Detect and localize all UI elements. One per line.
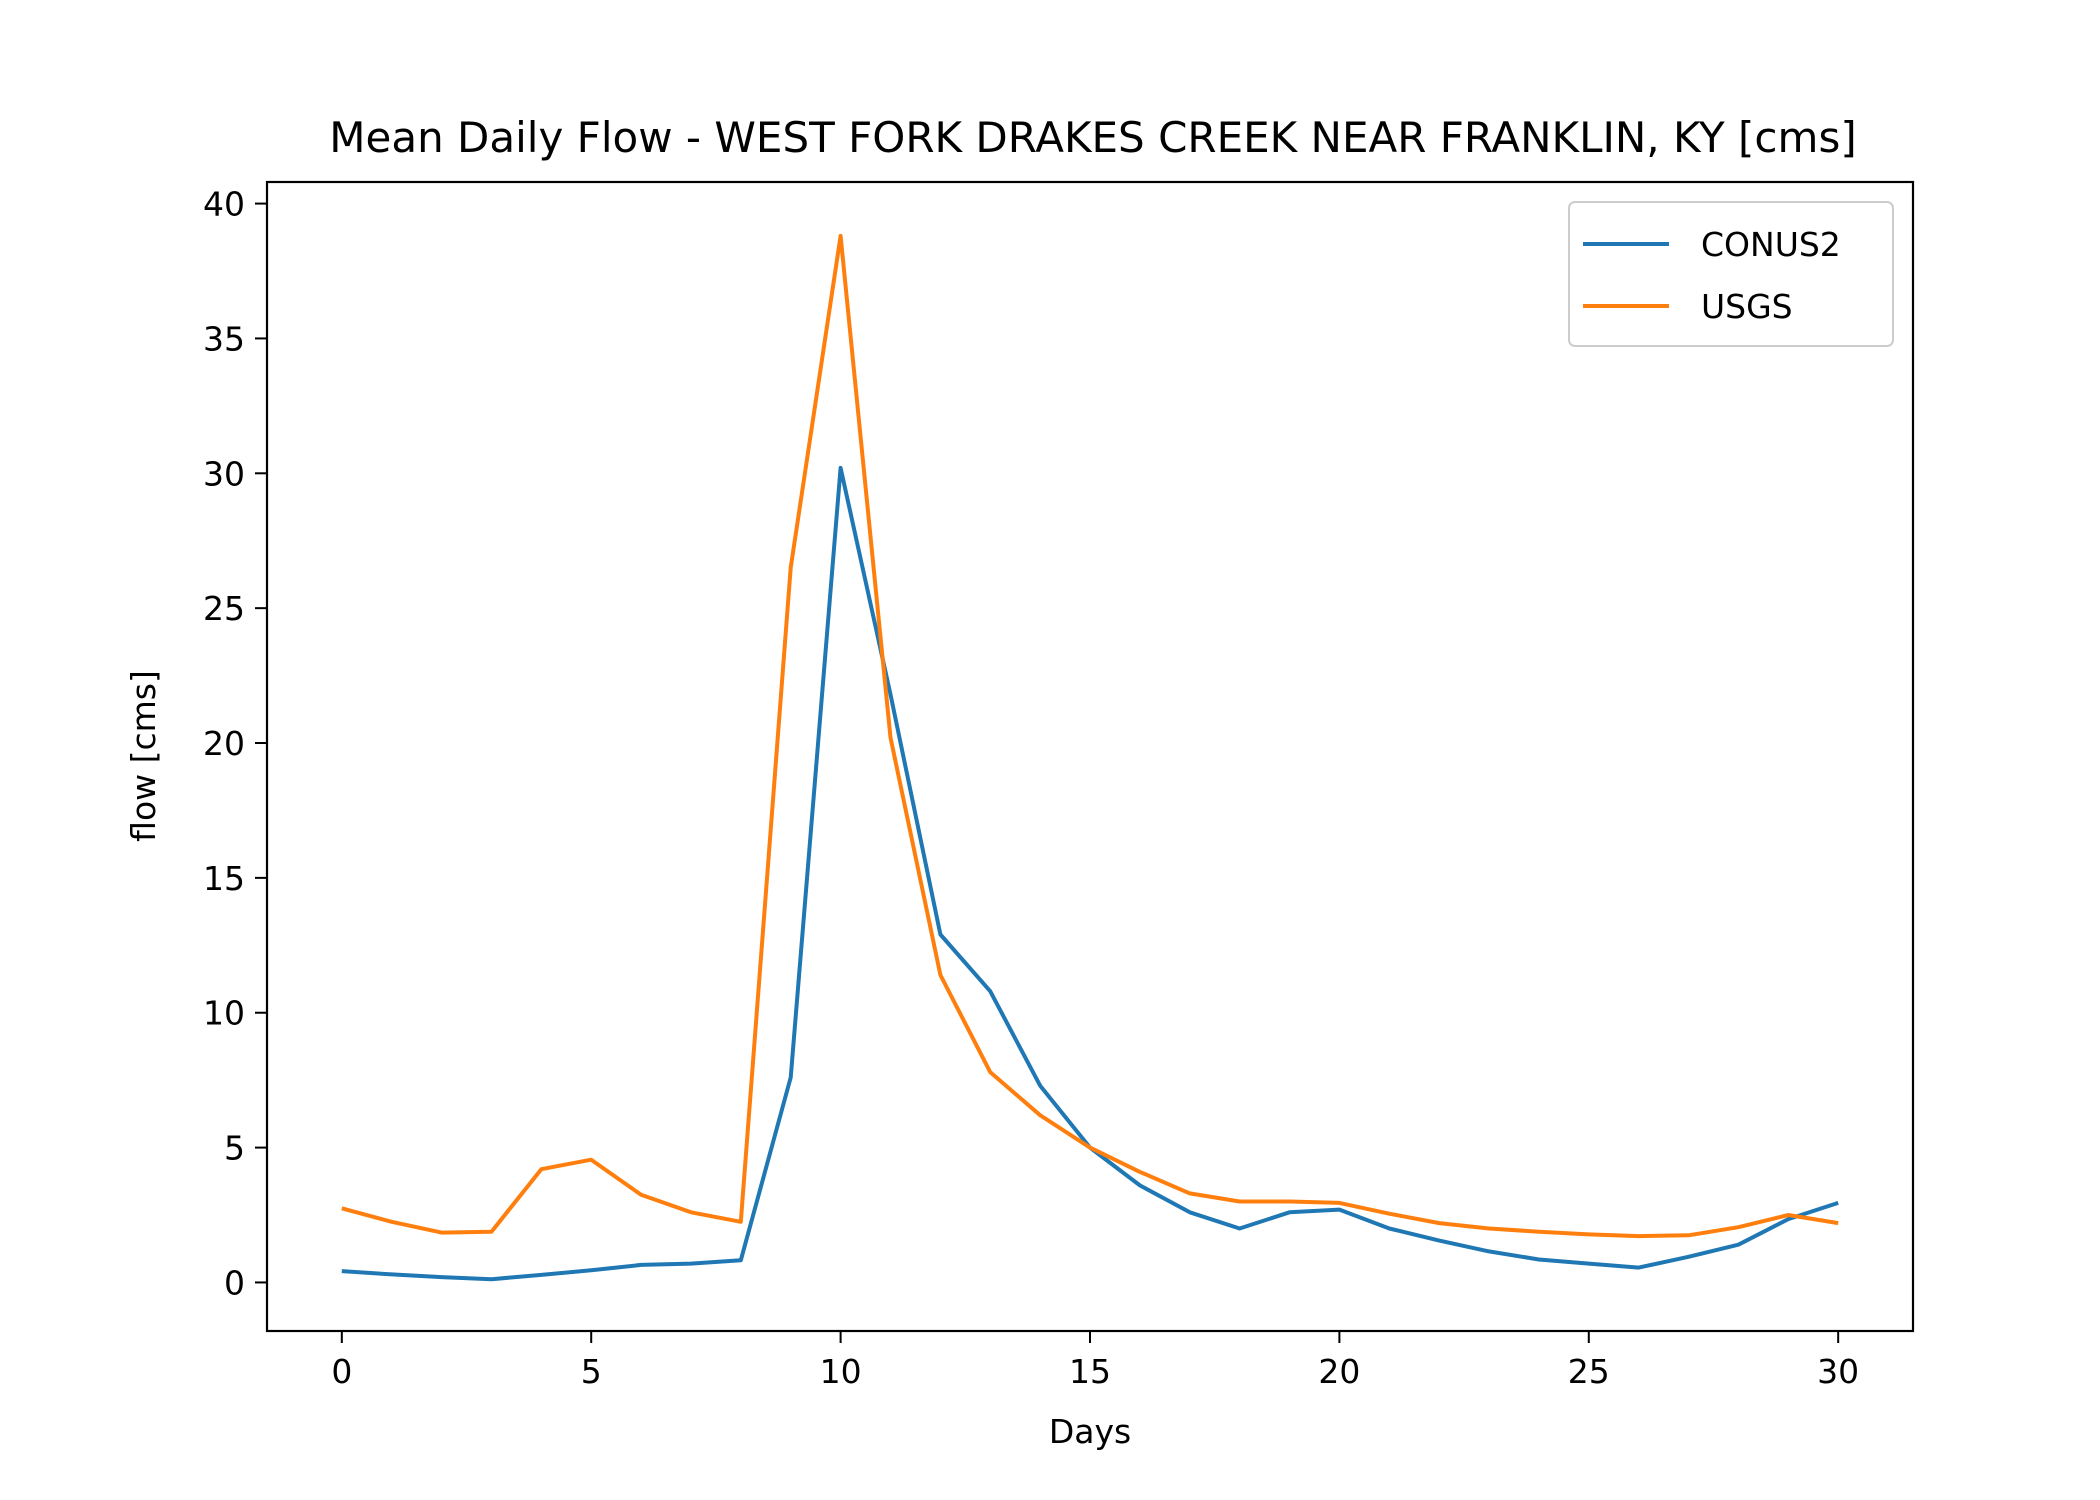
x-axis-label: Days [1049, 1412, 1131, 1451]
y-tick-label: 20 [203, 724, 245, 763]
legend-label-conus2: CONUS2 [1701, 225, 1841, 264]
y-axis-label: flow [cms] [124, 670, 163, 842]
x-tick-label: 5 [581, 1352, 602, 1391]
y-tick-label: 10 [203, 994, 245, 1033]
legend: CONUS2 USGS [1568, 201, 1894, 347]
x-tick-label: 25 [1568, 1352, 1610, 1391]
legend-box [1568, 201, 1894, 347]
x-tick-label: 30 [1817, 1352, 1859, 1391]
x-tick-label: 15 [1069, 1352, 1111, 1391]
legend-label-usgs: USGS [1701, 287, 1793, 326]
series-line-usgs [341, 233, 1839, 1239]
y-tick-label: 15 [203, 859, 245, 898]
y-tick-label: 5 [224, 1129, 245, 1168]
series-group [341, 233, 1839, 1282]
y-axis-ticks: 0 5 10 15 20 25 30 35 40 [203, 185, 267, 1302]
x-tick-label: 10 [820, 1352, 862, 1391]
x-axis-ticks: 0 5 10 15 20 25 30 [331, 1331, 1859, 1391]
chart-title: Mean Daily Flow - WEST FORK DRAKES CREEK… [329, 113, 1856, 162]
y-tick-label: 40 [203, 185, 245, 224]
y-tick-label: 0 [224, 1263, 245, 1302]
x-tick-label: 20 [1318, 1352, 1360, 1391]
x-tick-label: 0 [331, 1352, 352, 1391]
y-tick-label: 25 [203, 589, 245, 628]
y-tick-label: 35 [203, 319, 245, 358]
y-tick-label: 30 [203, 454, 245, 493]
